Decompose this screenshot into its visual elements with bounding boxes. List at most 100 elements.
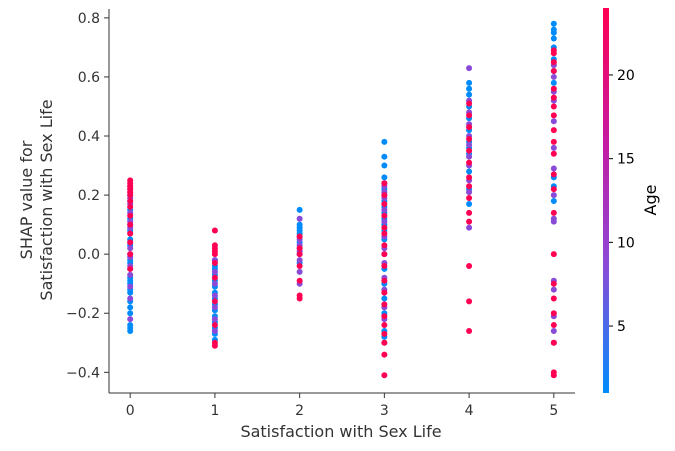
scatter-point [381, 162, 388, 169]
scatter-point [550, 127, 557, 134]
scatter-point [127, 212, 134, 219]
scatter-point [381, 322, 388, 329]
scatter-point [127, 316, 134, 323]
scatter-point [211, 304, 218, 311]
scatter-point [550, 138, 557, 145]
scatter-point [550, 369, 557, 376]
scatter-point [381, 218, 388, 225]
scatter-point [550, 322, 557, 329]
scatter-point [296, 215, 303, 222]
scatter-point [550, 144, 557, 151]
scatter-point [381, 351, 388, 358]
colorbar-tick-label: 5 [617, 319, 626, 335]
scatter-point [296, 257, 303, 264]
scatter-point [127, 239, 134, 246]
scatter-point [211, 339, 218, 346]
x-tick-label: 1 [210, 403, 219, 419]
scatter-point [550, 103, 557, 110]
scatter-point [466, 100, 473, 107]
y-tick-label: 0.0 [78, 247, 100, 263]
scatter-point [550, 79, 557, 86]
scatter-point [550, 112, 557, 119]
scatter-point [466, 153, 473, 160]
colorbar [603, 8, 609, 393]
scatter-point [466, 168, 473, 175]
y-tick-label: 0.4 [78, 129, 100, 145]
scatter-point [381, 174, 388, 181]
scatter-point [296, 262, 303, 269]
scatter-point [550, 118, 557, 125]
scatter-point [127, 230, 134, 237]
scatter-point [211, 227, 218, 234]
scatter-point [466, 183, 473, 190]
x-tick-label: 0 [126, 403, 135, 419]
scatter-point [550, 35, 557, 42]
scatter-point [466, 262, 473, 269]
y-axis-ticks: −0.4 −0.2 0.0 0.2 0.4 0.6 0.8 [66, 11, 109, 381]
scatter-point [466, 112, 473, 119]
scatter-point [381, 153, 388, 160]
scatter-point [296, 277, 303, 284]
scatter-point [550, 186, 557, 193]
scatter-point [550, 251, 557, 258]
y-tick-label: 0.8 [78, 11, 100, 27]
scatter-point [381, 372, 388, 379]
colorbar-tick-label: 20 [617, 68, 635, 84]
scatter-point [550, 339, 557, 346]
y-tick-label: 0.2 [78, 188, 100, 204]
scatter-point [127, 310, 134, 317]
scatter-point [550, 310, 557, 317]
scatter-point [381, 313, 388, 320]
scatter-point [550, 20, 557, 27]
scatter-point [127, 265, 134, 272]
scatter-point [550, 215, 557, 222]
scatter-point [466, 65, 473, 72]
scatter-point [466, 209, 473, 216]
x-tick-label: 3 [380, 403, 389, 419]
colorbar-tick-label: 15 [617, 152, 635, 168]
scatter-point [381, 192, 388, 199]
scatter-point [381, 200, 388, 207]
scatter-point [550, 209, 557, 216]
scatter-point [381, 295, 388, 302]
scatter-point [550, 85, 557, 92]
scatter-point [211, 274, 218, 281]
scatter-point [550, 59, 557, 66]
x-axis-ticks: 0 1 2 3 4 5 [126, 393, 558, 419]
scatter-point [127, 304, 134, 311]
x-tick-label: 2 [295, 403, 304, 419]
scatter-point [466, 141, 473, 148]
scatter-point [381, 289, 388, 296]
scatter-point [211, 327, 218, 334]
scatter-point [381, 180, 388, 187]
scatter-point [127, 322, 134, 329]
scatter-point [381, 339, 388, 346]
scatter-point [211, 242, 218, 249]
y-axis-title-line-2: Satisfaction with Sex Life [37, 99, 56, 300]
scatter-point [381, 251, 388, 258]
x-tick-label: 4 [465, 403, 474, 419]
scatter-point [550, 280, 557, 287]
scatter-point [127, 251, 134, 258]
scatter-point [550, 26, 557, 33]
y-tick-label: −0.4 [66, 365, 100, 381]
scatter-point [466, 200, 473, 207]
scatter-point [466, 189, 473, 196]
scatter-point [127, 221, 134, 228]
scatter-point [296, 233, 303, 240]
scatter-point [127, 203, 134, 210]
scatter-point [550, 47, 557, 54]
scatter-points [127, 20, 557, 379]
scatter-point [381, 206, 388, 213]
scatter-point [466, 218, 473, 225]
scatter-point [127, 271, 134, 278]
scatter-point [127, 283, 134, 290]
scatter-point [381, 242, 388, 249]
scatter-point [550, 150, 557, 157]
scatter-point [296, 221, 303, 228]
colorbar-title: Age [641, 185, 660, 216]
scatter-point [466, 124, 473, 131]
y-tick-label: −0.2 [66, 306, 100, 322]
scatter-point [211, 268, 218, 275]
